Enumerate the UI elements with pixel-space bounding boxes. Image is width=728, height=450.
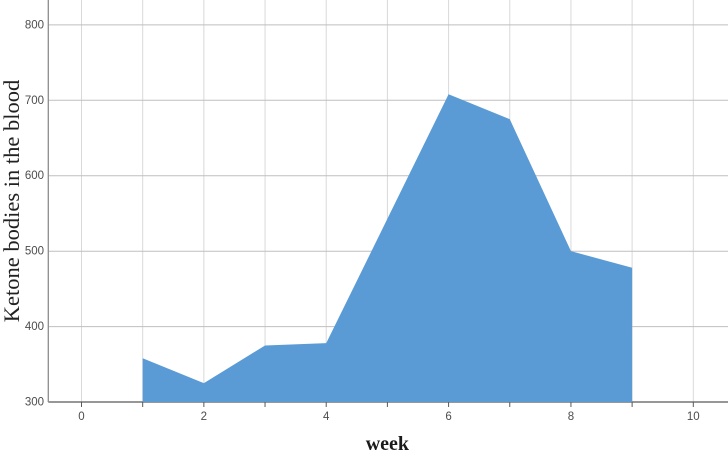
svg-text:600: 600 (25, 170, 44, 182)
svg-text:2: 2 (201, 411, 207, 423)
svg-text:500: 500 (25, 246, 44, 258)
svg-text:10: 10 (687, 411, 700, 423)
svg-text:800: 800 (25, 19, 44, 31)
svg-text:700: 700 (25, 95, 44, 107)
svg-text:300: 300 (25, 397, 44, 409)
svg-text:6: 6 (445, 411, 451, 423)
svg-text:8: 8 (568, 411, 574, 423)
svg-text:0: 0 (78, 411, 84, 423)
svg-text:4: 4 (323, 411, 330, 423)
svg-text:400: 400 (25, 321, 44, 333)
